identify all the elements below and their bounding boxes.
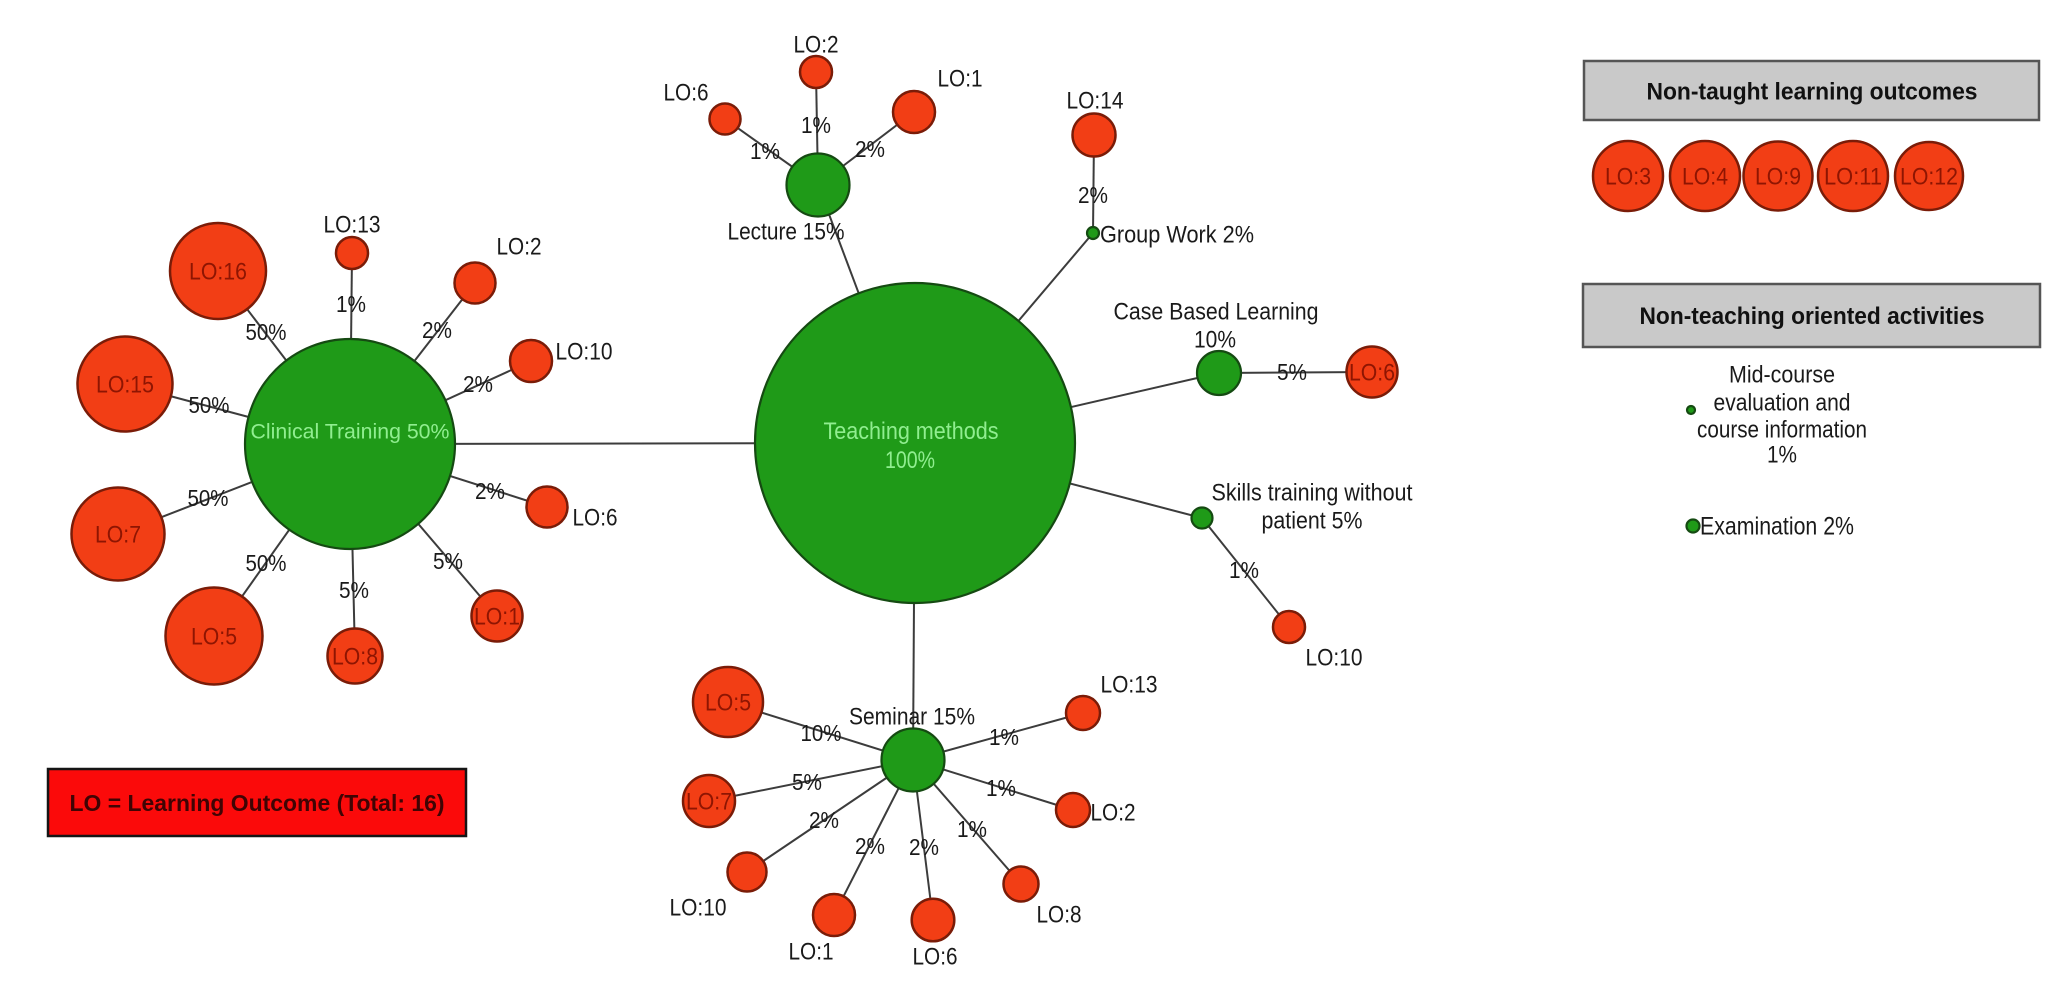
svg-text:LO:6: LO:6: [573, 505, 618, 532]
svg-text:LO:1: LO:1: [474, 604, 520, 631]
svg-text:5%: 5%: [792, 769, 822, 795]
svg-text:10%: 10%: [1194, 327, 1236, 354]
svg-text:LO:11: LO:11: [1824, 164, 1882, 191]
svg-text:LO = Learning Outcome (Total:: LO = Learning Outcome (Total: 16): [70, 790, 445, 816]
svg-text:LO:5: LO:5: [191, 624, 237, 651]
svg-text:LO:6: LO:6: [1349, 360, 1395, 387]
svg-text:LO:13: LO:13: [1101, 672, 1158, 699]
svg-text:2%: 2%: [463, 371, 493, 397]
svg-text:LO:12: LO:12: [1900, 164, 1958, 191]
svg-text:LO:9: LO:9: [1755, 164, 1801, 191]
svg-text:LO:1: LO:1: [938, 66, 983, 93]
svg-text:2%: 2%: [809, 807, 839, 833]
svg-text:1%: 1%: [989, 724, 1019, 750]
svg-text:1%: 1%: [336, 291, 366, 317]
svg-text:LO:5: LO:5: [705, 690, 751, 717]
svg-text:LO:6: LO:6: [913, 944, 958, 971]
svg-text:1%: 1%: [986, 775, 1016, 801]
svg-text:LO:2: LO:2: [497, 234, 542, 261]
svg-text:LO:13: LO:13: [324, 212, 381, 239]
svg-text:50%: 50%: [189, 392, 230, 418]
svg-text:2%: 2%: [1078, 182, 1108, 208]
svg-text:Skills training without: Skills training without: [1212, 480, 1413, 507]
svg-text:5%: 5%: [339, 577, 369, 603]
svg-text:50%: 50%: [246, 319, 287, 345]
svg-text:1%: 1%: [1229, 557, 1259, 583]
svg-text:100%: 100%: [885, 447, 935, 474]
svg-text:LO:6: LO:6: [664, 80, 709, 107]
svg-text:LO:7: LO:7: [686, 789, 732, 816]
svg-text:LO:2: LO:2: [794, 32, 839, 59]
svg-text:LO:8: LO:8: [1037, 902, 1082, 929]
svg-text:evaluation and: evaluation and: [1714, 390, 1851, 417]
svg-text:50%: 50%: [246, 550, 287, 576]
svg-text:Non-taught learning outcomes: Non-taught learning outcomes: [1647, 79, 1978, 106]
svg-text:LO:10: LO:10: [556, 339, 613, 366]
svg-text:1%: 1%: [957, 816, 987, 842]
svg-text:50%: 50%: [188, 485, 229, 511]
svg-text:1%: 1%: [750, 138, 780, 164]
svg-text:LO:3: LO:3: [1605, 164, 1651, 191]
svg-text:LO:15: LO:15: [96, 372, 154, 399]
svg-text:LO:14: LO:14: [1067, 88, 1124, 115]
svg-text:Lecture 15%: Lecture 15%: [728, 219, 845, 246]
svg-text:LO:2: LO:2: [1091, 800, 1136, 827]
svg-text:LO:1: LO:1: [789, 939, 834, 966]
svg-text:LO:10: LO:10: [670, 895, 727, 922]
svg-text:Seminar 15%: Seminar 15%: [849, 704, 975, 731]
svg-text:5%: 5%: [433, 548, 463, 574]
svg-text:2%: 2%: [855, 833, 885, 859]
svg-text:patient 5%: patient 5%: [1262, 508, 1363, 535]
svg-text:Mid-course: Mid-course: [1729, 362, 1835, 389]
svg-text:LO:7: LO:7: [95, 522, 141, 549]
svg-text:Case Based Learning: Case Based Learning: [1114, 299, 1319, 326]
svg-text:LO:4: LO:4: [1682, 164, 1728, 191]
svg-text:10%: 10%: [801, 720, 842, 746]
svg-text:2%: 2%: [422, 317, 452, 343]
svg-text:LO:10: LO:10: [1306, 645, 1363, 672]
svg-text:2%: 2%: [475, 478, 505, 504]
svg-text:LO:8: LO:8: [332, 644, 378, 671]
svg-text:2%: 2%: [855, 136, 885, 162]
svg-text:Teaching methods: Teaching methods: [824, 418, 999, 445]
svg-text:course information: course information: [1697, 417, 1867, 444]
svg-text:5%: 5%: [1277, 359, 1307, 385]
svg-text:1%: 1%: [1767, 442, 1797, 469]
svg-text:Clinical Training 50%: Clinical Training 50%: [251, 421, 450, 444]
svg-text:Non-teaching oriented activiti: Non-teaching oriented activities: [1640, 303, 1985, 330]
svg-text:Examination 2%: Examination 2%: [1700, 513, 1854, 541]
svg-text:LO:16: LO:16: [189, 259, 247, 286]
svg-text:2%: 2%: [909, 834, 939, 860]
svg-text:1%: 1%: [801, 112, 831, 138]
svg-text:Group Work 2%: Group Work 2%: [1100, 222, 1254, 249]
